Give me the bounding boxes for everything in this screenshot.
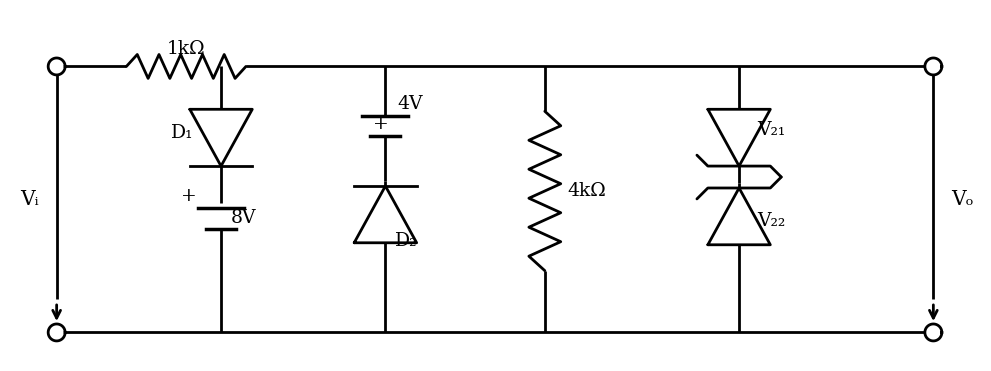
Text: V₂₂: V₂₂ [757,212,785,230]
Text: D₁: D₁ [170,124,193,142]
Text: +: + [181,187,197,205]
Text: 4kΩ: 4kΩ [568,182,606,200]
Text: Vᵢ: Vᵢ [20,190,39,209]
Text: 4V: 4V [397,95,423,113]
Text: 8V: 8V [231,209,257,227]
Text: Vₒ: Vₒ [951,190,974,209]
Text: +: + [373,115,388,133]
Text: V₂₁: V₂₁ [757,121,785,139]
Text: 1kΩ: 1kΩ [166,40,205,59]
Text: D₂: D₂ [395,232,418,250]
